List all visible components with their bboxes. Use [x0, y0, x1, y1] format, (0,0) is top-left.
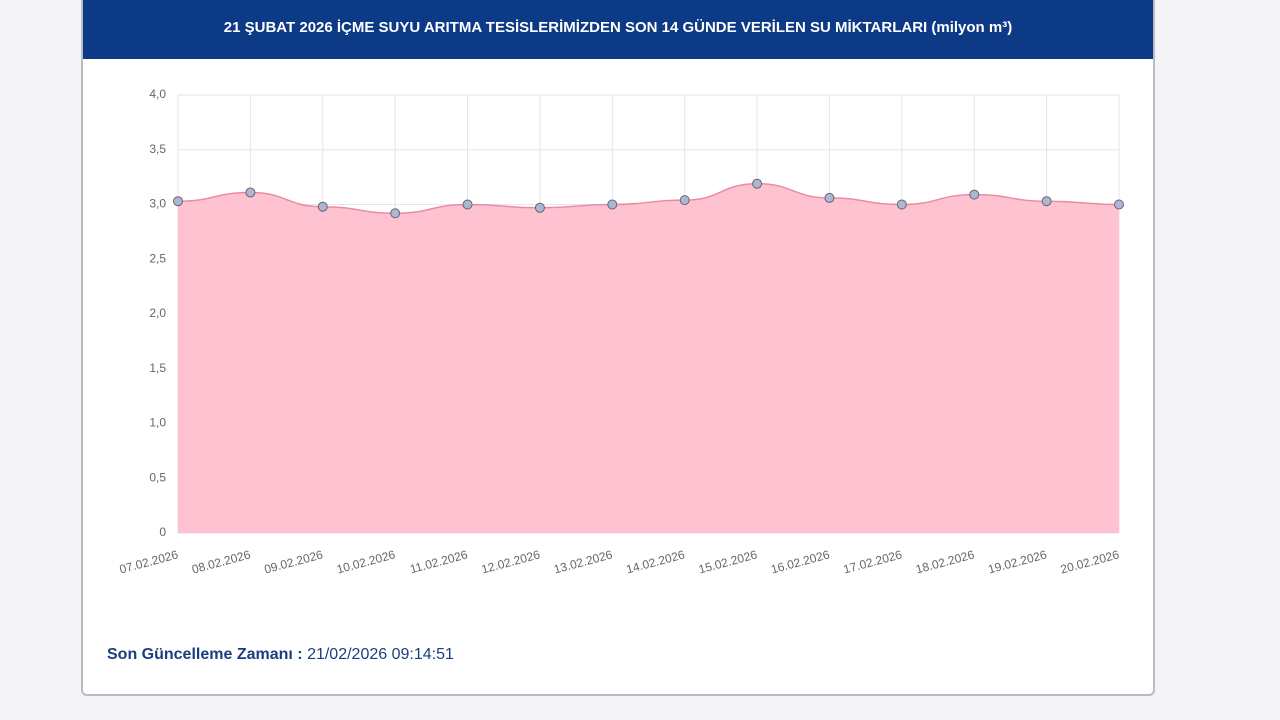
point: [1041, 196, 1052, 207]
point: [534, 202, 545, 213]
y-tick-label: 2,5: [149, 251, 166, 265]
x-tick-label: 10.02.2026: [335, 547, 397, 576]
point: [245, 187, 256, 198]
x-tick-label: 17.02.2026: [842, 547, 904, 576]
point: [896, 199, 907, 210]
x-tick-label: 18.02.2026: [914, 547, 976, 576]
update-time: Son Güncelleme Zamanı : 21/02/2026 09:14…: [107, 646, 454, 664]
point: [462, 199, 473, 210]
update-value: 21/02/2026 09:14:51: [307, 646, 454, 663]
y-tick-label: 3,0: [149, 197, 166, 211]
y-tick-label: 0: [159, 525, 166, 539]
y-tick-label: 1,5: [149, 361, 166, 375]
x-tick-label: 08.02.2026: [190, 547, 252, 576]
x-tick-label: 19.02.2026: [987, 547, 1049, 576]
x-tick-label: 13.02.2026: [552, 547, 614, 576]
point: [679, 195, 690, 206]
update-label: Son Güncelleme Zamanı :: [107, 646, 303, 663]
point: [173, 196, 183, 207]
x-tick-label: 11.02.2026: [408, 547, 469, 576]
y-tick-label: 0,5: [149, 470, 166, 484]
point: [969, 189, 980, 200]
point: [824, 192, 835, 203]
point: [390, 208, 401, 219]
y-tick-label: 2,0: [149, 306, 166, 320]
y-tick-label: 1,0: [149, 416, 166, 430]
point: [607, 199, 618, 210]
y-tick-label: 3,5: [149, 142, 166, 156]
chart-title: 21 ŞUBAT 2026 İÇME SUYU ARITMA TESİSLERİ…: [83, 0, 1153, 59]
x-tick-label: 14.02.2026: [625, 547, 687, 576]
point: [317, 201, 328, 212]
x-tick-label: 16.02.2026: [769, 547, 831, 576]
x-tick-label: 09.02.2026: [263, 547, 325, 576]
x-tick-label: 12.02.2026: [480, 547, 542, 576]
x-tick-label: 20.02.2026: [1059, 547, 1121, 576]
point: [1114, 199, 1124, 210]
area-fill: [178, 183, 1119, 533]
point: [752, 178, 763, 189]
y-tick-label: 4,0: [149, 87, 166, 101]
x-tick-label: 15.02.2026: [697, 547, 759, 576]
x-tick-label: 07.02.2026: [118, 547, 180, 576]
